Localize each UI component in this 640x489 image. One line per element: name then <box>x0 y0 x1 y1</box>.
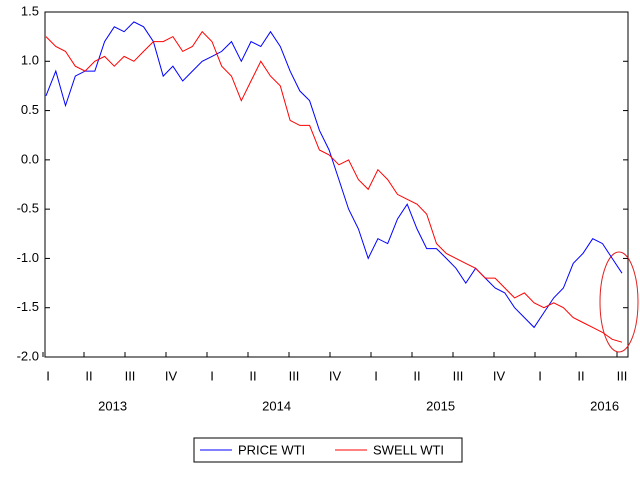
x-tick-label: I <box>538 368 542 383</box>
plot-frame <box>44 11 629 358</box>
x-tick-label: III <box>453 368 464 383</box>
x-tick-label: II <box>85 368 92 383</box>
x-tick-label: III <box>617 368 628 383</box>
x-tick-label: II <box>249 368 256 383</box>
year-label: 2015 <box>426 398 455 413</box>
x-tick-label: I <box>210 368 214 383</box>
series-line <box>45 21 623 329</box>
x-tick-label: IV <box>329 368 342 383</box>
x-tick-label: I <box>46 368 50 383</box>
legend-label: PRICE WTI <box>238 442 305 457</box>
year-label: 2016 <box>590 398 619 413</box>
y-tick-label: 0.5 <box>21 102 39 117</box>
x-tick-label: I <box>374 368 378 383</box>
legend-box <box>193 437 463 463</box>
x-tick-label: IV <box>165 368 178 383</box>
year-label: 2014 <box>262 398 291 413</box>
x-tick-label: III <box>289 368 300 383</box>
year-label: 2013 <box>98 398 127 413</box>
y-tick-label: -1.0 <box>17 250 39 265</box>
x-tick-label: IV <box>493 368 506 383</box>
series-line <box>45 30 623 343</box>
y-tick-label: -2.0 <box>17 348 39 363</box>
legend-label: SWELL WTI <box>373 442 444 457</box>
y-tick-label: 1.5 <box>21 3 39 18</box>
y-tick-label: 1.0 <box>21 53 39 68</box>
y-tick-label: 0.0 <box>21 151 39 166</box>
x-tick-label: II <box>413 368 420 383</box>
highlight-ellipse <box>599 251 639 353</box>
x-tick-label: III <box>125 368 136 383</box>
x-tick-label: II <box>577 368 584 383</box>
y-tick-label: -0.5 <box>17 201 39 216</box>
y-tick-label: -1.5 <box>17 299 39 314</box>
